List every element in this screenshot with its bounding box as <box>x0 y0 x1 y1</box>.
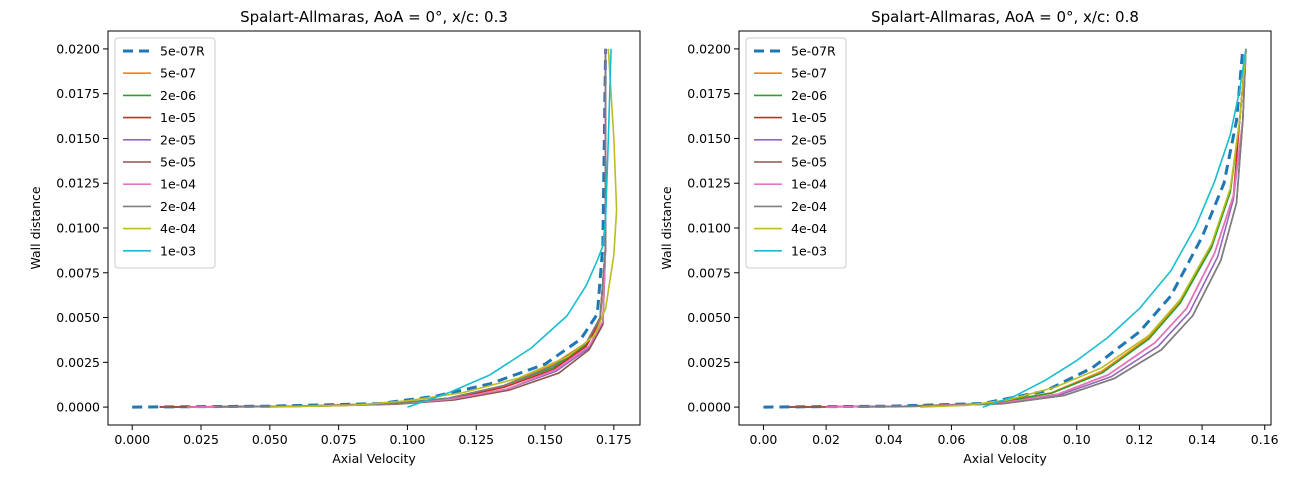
series-line-2e-04 <box>214 48 607 408</box>
y-tick-label: 0.0075 <box>687 265 731 280</box>
series-line-2e-06 <box>159 48 607 408</box>
legend-label: 5e-07R <box>160 44 205 59</box>
x-tick-label: 0.04 <box>875 432 903 447</box>
series-line-1e-05 <box>788 48 1247 408</box>
x-tick-label: 0.050 <box>252 432 288 447</box>
chart-title: Spalart-Allmaras, AoA = 0°, x/c: 0.3 <box>240 8 508 26</box>
series-line-1e-03 <box>982 48 1247 408</box>
legend-label: 4e-04 <box>791 221 827 236</box>
legend-label: 1e-04 <box>791 177 827 192</box>
series-line-5e-05 <box>788 48 1247 408</box>
y-tick-label: 0.0000 <box>56 400 100 415</box>
legend: 5e-07R 5e-07 2e-06 1e-05 2e-05 5e-05 1e-04 2e-0… <box>114 37 216 269</box>
series-group <box>763 48 1247 409</box>
series-line-4e-04 <box>269 48 618 408</box>
series-line-1e-04 <box>826 48 1247 408</box>
x-tick-label: 0.02 <box>812 432 840 447</box>
y-axis-label: Wall distance <box>28 186 43 269</box>
legend-label: 1e-05 <box>160 110 196 125</box>
y-tick-label: 0.0025 <box>687 355 731 370</box>
x-tick-label: 0.12 <box>1125 432 1153 447</box>
y-tick-label: 0.0200 <box>56 41 100 56</box>
x-tick-label: 0.175 <box>596 432 632 447</box>
legend-label: 4e-04 <box>160 221 196 236</box>
left-chart-panel: 0.000 0.025 0.050 0.075 0.100 0.125 0.150 0.175… <box>28 8 641 466</box>
series-line-2e-04 <box>857 48 1247 408</box>
legend-label: 5e-05 <box>791 155 827 170</box>
series-line-1e-04 <box>187 48 607 408</box>
legend-label: 1e-03 <box>160 243 196 258</box>
y-axis-label: Wall distance <box>659 186 674 269</box>
legend-label: 1e-05 <box>791 110 827 125</box>
x-tick-label: 0.08 <box>1000 432 1028 447</box>
legend-label: 1e-04 <box>160 177 196 192</box>
x-tick-label: 0.00 <box>750 432 778 447</box>
legend-label: 5e-07 <box>160 66 196 81</box>
x-tick-label: 0.100 <box>390 432 426 447</box>
series-line-1e-03 <box>407 48 612 408</box>
series-line-2e-05 <box>788 48 1247 408</box>
legend-label: 2e-04 <box>791 199 827 214</box>
legend-label: 5e-05 <box>160 155 196 170</box>
legend-label: 2e-06 <box>160 88 196 103</box>
y-tick-label: 0.0100 <box>56 221 100 236</box>
legend: 5e-07R 5e-07 2e-06 1e-05 2e-05 5e-05 1e-04 2e-0… <box>745 37 847 269</box>
chart-title: Spalart-Allmaras, AoA = 0°, x/c: 0.8 <box>871 8 1139 26</box>
series-line-5e-07 <box>159 48 607 408</box>
legend-label: 1e-03 <box>791 243 827 258</box>
x-tick-label: 0.10 <box>1063 432 1091 447</box>
x-tick-label: 0.14 <box>1188 432 1216 447</box>
y-tick-label: 0.0050 <box>687 310 731 325</box>
x-tick-label: 0.125 <box>458 432 494 447</box>
y-tick-label: 0.0000 <box>687 400 731 415</box>
y-tick-label: 0.0100 <box>687 221 731 236</box>
series-line-2e-06 <box>788 48 1247 408</box>
y-tick-label: 0.0125 <box>56 176 100 191</box>
y-tick-label: 0.0175 <box>687 86 731 101</box>
y-tick-label: 0.0175 <box>56 86 100 101</box>
x-tick-label: 0.000 <box>114 432 150 447</box>
y-tick-label: 0.0025 <box>56 355 100 370</box>
series-line-5e-05 <box>159 48 607 408</box>
series-line-4e-04 <box>920 48 1247 408</box>
y-tick-label: 0.0150 <box>56 131 100 146</box>
x-axis-label: Axial Velocity <box>332 451 416 466</box>
right-chart-panel: 0.00 0.02 0.04 0.06 0.08 0.10 0.12 0.14 0.16 0.00… <box>659 8 1279 466</box>
legend-label: 5e-07R <box>791 44 836 59</box>
x-axis-label: Axial Velocity <box>963 451 1047 466</box>
x-tick-label: 0.16 <box>1251 432 1279 447</box>
series-line-5e-07 <box>788 48 1247 408</box>
y-tick-label: 0.0075 <box>56 265 100 280</box>
legend-label: 2e-05 <box>791 132 827 147</box>
y-tick-label: 0.0050 <box>56 310 100 325</box>
legend-label: 2e-04 <box>160 199 196 214</box>
legend-label: 5e-07 <box>791 66 827 81</box>
y-tick-label: 0.0125 <box>687 176 731 191</box>
x-tick-label: 0.025 <box>183 432 219 447</box>
series-line-1e-05 <box>159 48 607 408</box>
series-group <box>132 48 618 409</box>
legend-label: 2e-06 <box>791 88 827 103</box>
x-tick-label: 0.150 <box>527 432 563 447</box>
x-tick-label: 0.075 <box>321 432 357 447</box>
series-line-2e-05 <box>159 48 607 408</box>
y-tick-label: 0.0200 <box>687 41 731 56</box>
x-tick-label: 0.06 <box>938 432 966 447</box>
y-tick-label: 0.0150 <box>687 131 731 146</box>
legend-label: 2e-05 <box>160 132 196 147</box>
